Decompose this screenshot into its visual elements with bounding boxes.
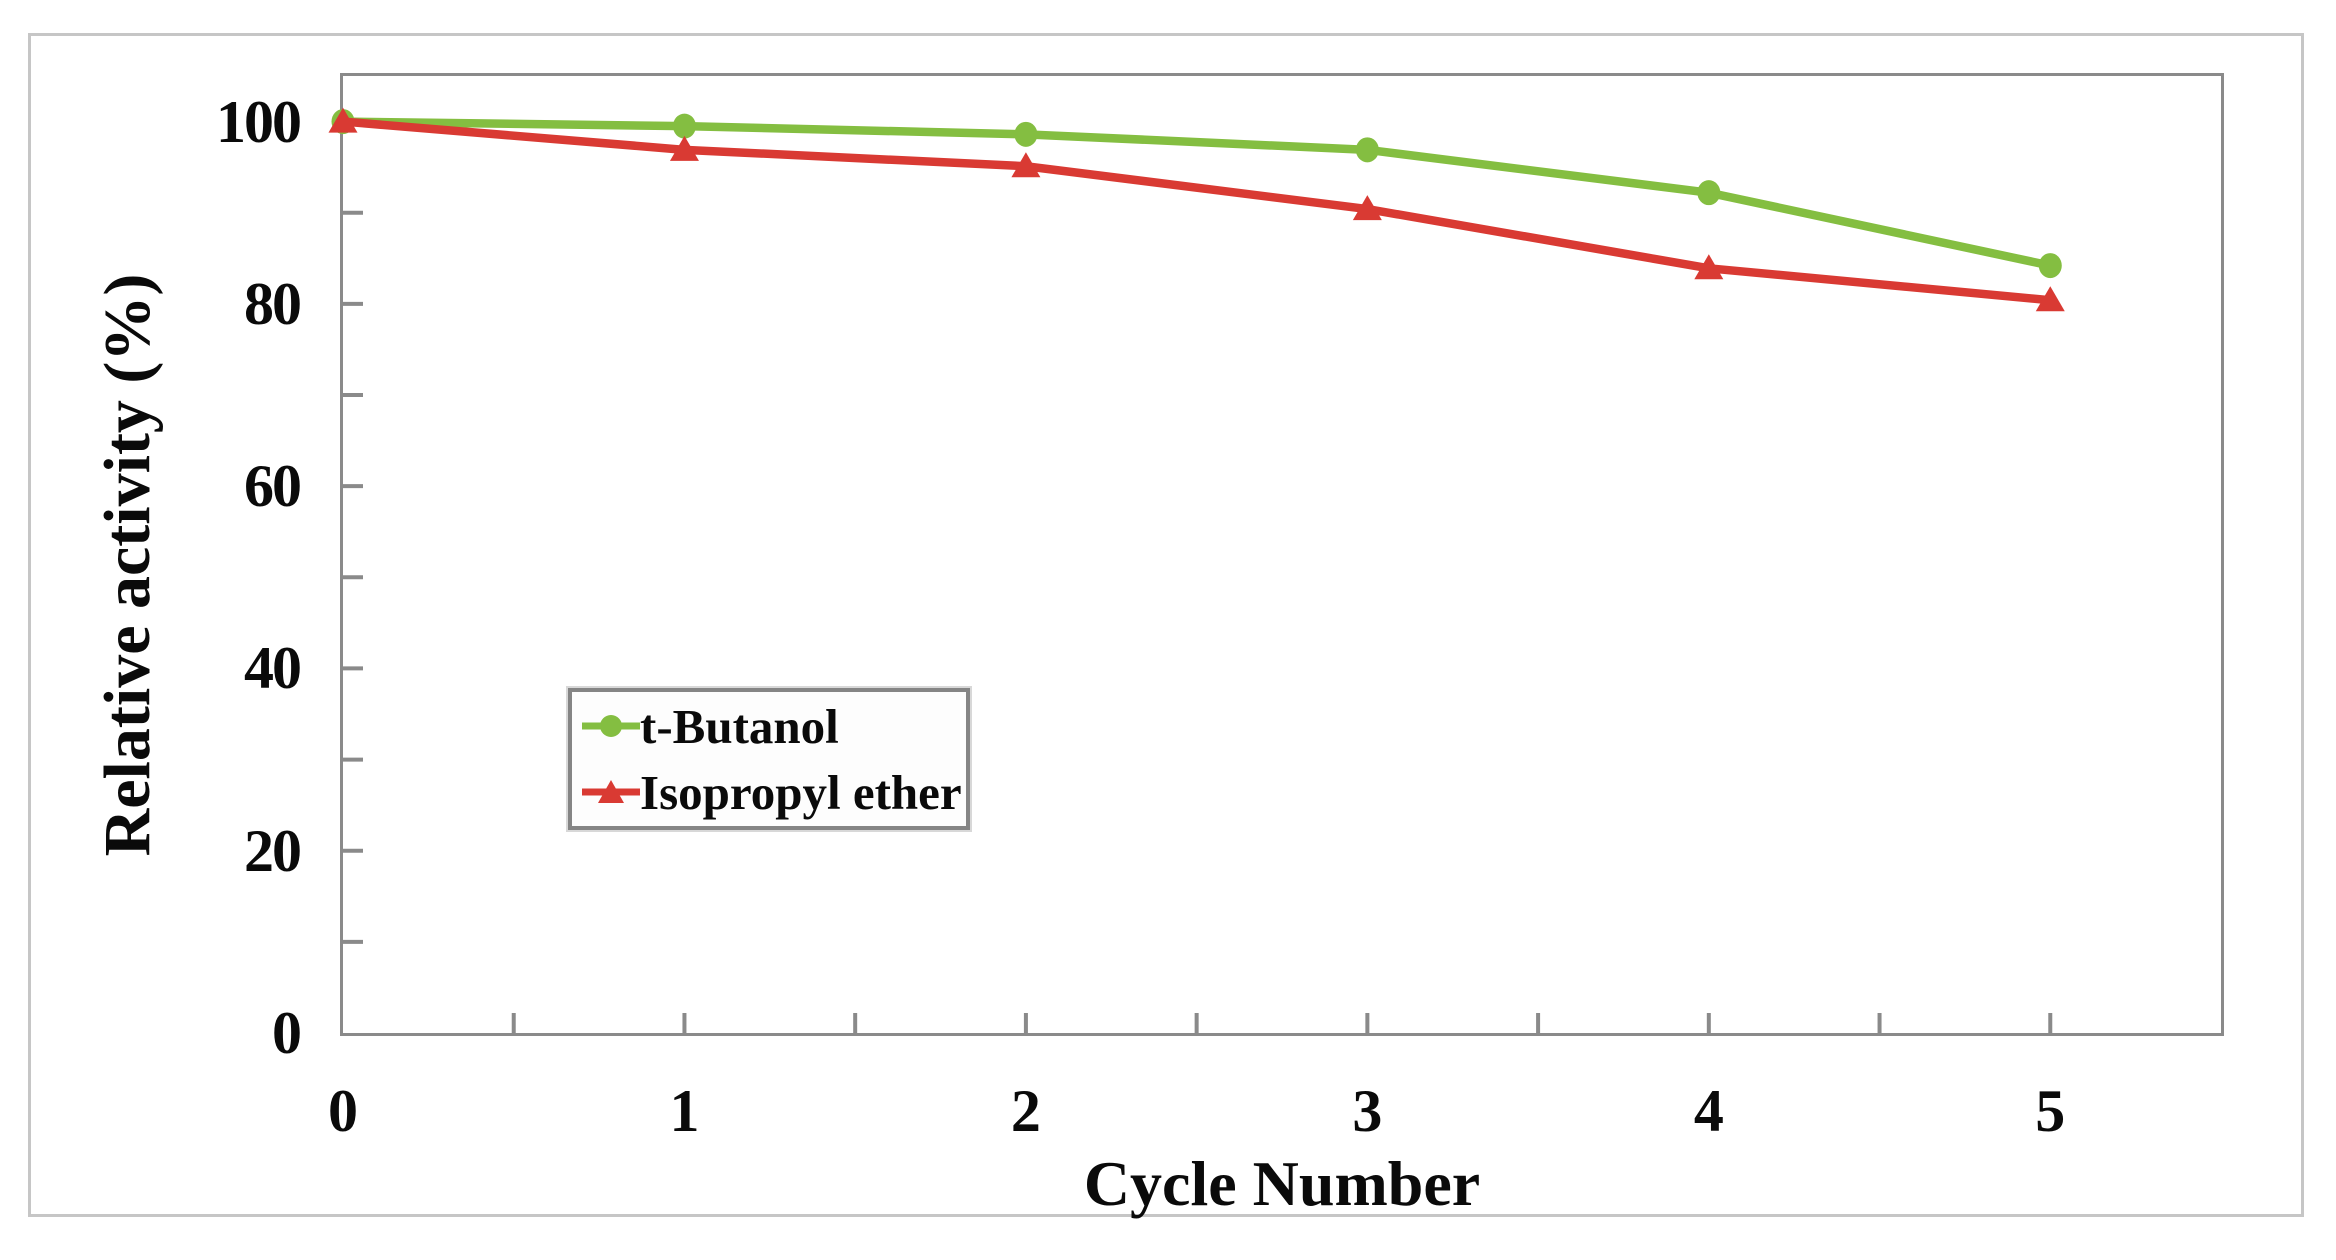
y-tick-label: 60 bbox=[244, 453, 302, 520]
y-axis-title: Relative activity (%) bbox=[91, 273, 164, 857]
chart-canvas bbox=[328, 107, 2065, 1033]
x-tick-label: 3 bbox=[1352, 1078, 1383, 1144]
data-point-circle bbox=[1014, 121, 1038, 147]
legend-item-isopropyl-ether: Isopropyl ether bbox=[582, 759, 966, 825]
series-line-0 bbox=[338, 117, 2055, 270]
x-tick-label: 2 bbox=[1010, 1078, 1041, 1144]
x-tick-label: 0 bbox=[328, 1078, 358, 1144]
y-tick-label: 0 bbox=[272, 1000, 302, 1066]
series-line-1 bbox=[338, 117, 2055, 305]
x-axis-title: Cycle Number bbox=[1083, 1148, 1481, 1219]
data-point-triangle bbox=[1352, 195, 1382, 221]
data-point-triangle bbox=[669, 135, 699, 161]
y-tick-label: 100 bbox=[216, 88, 302, 155]
y-tick-label: 80 bbox=[244, 270, 302, 337]
data-point-triangle bbox=[1011, 152, 1041, 178]
legend-box: t-Butanol Isopropyl ether bbox=[566, 686, 972, 832]
legend-circle-marker-icon bbox=[582, 715, 640, 737]
legend-triangle-marker-icon bbox=[582, 780, 640, 803]
data-point-triangle bbox=[328, 107, 358, 133]
x-tick-label: 1 bbox=[669, 1078, 700, 1144]
legend-item-t-butanol: t-Butanol bbox=[582, 693, 966, 759]
data-point-circle bbox=[1355, 137, 1379, 163]
data-point-triangle bbox=[1694, 254, 1724, 280]
y-tick-label: 20 bbox=[244, 817, 302, 884]
x-tick-label: 4 bbox=[1693, 1078, 1724, 1144]
y-tick-label: 40 bbox=[244, 635, 302, 702]
data-point-circle bbox=[672, 113, 696, 139]
legend-label: t-Butanol bbox=[640, 698, 839, 754]
data-point-circle bbox=[2038, 253, 2062, 279]
x-tick-label: 5 bbox=[2035, 1078, 2066, 1144]
data-point-triangle bbox=[2035, 286, 2065, 312]
data-point-circle bbox=[1697, 180, 1721, 206]
legend-label: Isopropyl ether bbox=[640, 764, 962, 820]
